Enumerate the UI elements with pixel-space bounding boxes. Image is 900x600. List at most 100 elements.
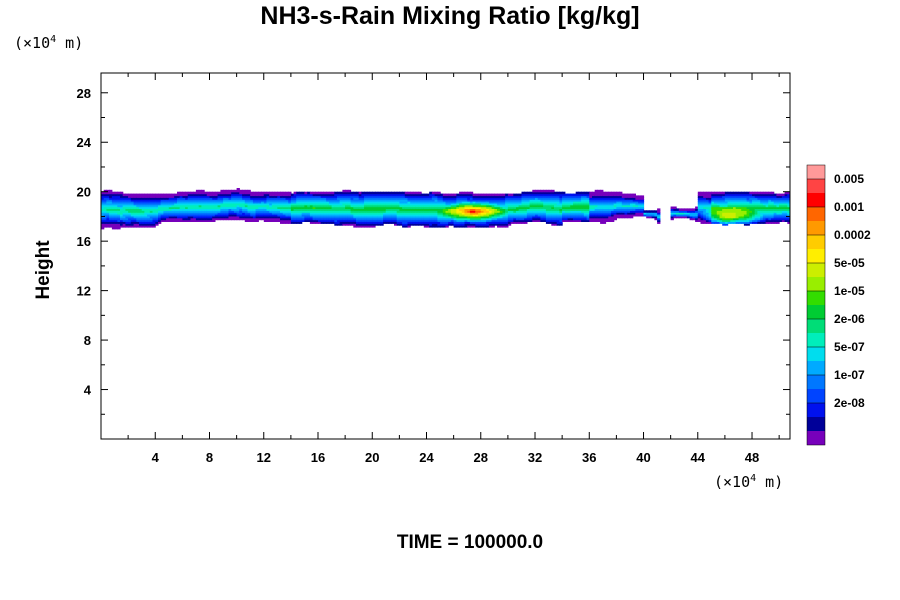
field-cell bbox=[133, 215, 137, 219]
field-cell bbox=[502, 219, 506, 222]
field-cell bbox=[537, 191, 541, 195]
field-cell bbox=[193, 214, 197, 217]
field-cell bbox=[233, 193, 238, 197]
field-cell bbox=[559, 219, 563, 222]
field-cell bbox=[445, 223, 449, 226]
field-cell bbox=[101, 195, 105, 198]
field-cell bbox=[773, 208, 777, 211]
field-cell bbox=[201, 210, 205, 213]
field-cell bbox=[394, 202, 398, 206]
field-cell bbox=[429, 197, 433, 200]
field-cell bbox=[589, 193, 593, 197]
field-cell bbox=[697, 215, 702, 219]
field-cell bbox=[214, 208, 219, 211]
field-cell bbox=[269, 215, 273, 219]
field-cell bbox=[171, 217, 175, 221]
field-cell bbox=[502, 193, 506, 197]
field-cell bbox=[711, 193, 715, 197]
field-cell bbox=[608, 215, 612, 219]
field-cell bbox=[244, 195, 249, 198]
field-cell bbox=[399, 202, 403, 206]
field-cell bbox=[312, 197, 316, 200]
field-cell bbox=[475, 193, 479, 197]
field-cell bbox=[347, 212, 352, 215]
field-cell bbox=[589, 199, 593, 202]
field-cell bbox=[377, 191, 381, 195]
field-cell bbox=[179, 214, 183, 217]
field-cell bbox=[201, 191, 205, 195]
field-cell bbox=[573, 197, 577, 200]
field-cell bbox=[703, 221, 707, 224]
field-cell bbox=[402, 225, 406, 228]
field-cell bbox=[309, 193, 314, 197]
field-cell bbox=[586, 195, 590, 198]
field-cell bbox=[366, 191, 371, 195]
field-cell bbox=[535, 210, 539, 213]
field-cell bbox=[225, 202, 230, 206]
field-cell bbox=[399, 206, 403, 209]
field-cell bbox=[787, 217, 790, 221]
field-cell bbox=[361, 221, 365, 224]
field-cell bbox=[681, 210, 685, 213]
field-cell bbox=[480, 202, 485, 206]
field-cell bbox=[133, 193, 137, 197]
field-cell bbox=[762, 214, 767, 217]
field-cell bbox=[415, 206, 419, 209]
field-cell bbox=[423, 219, 428, 222]
field-cell bbox=[242, 214, 246, 217]
field-cell bbox=[518, 217, 522, 221]
field-cell bbox=[225, 201, 230, 204]
field-cell bbox=[478, 208, 482, 211]
field-cell bbox=[554, 201, 558, 204]
field-cell bbox=[364, 202, 368, 206]
field-cell bbox=[554, 212, 558, 215]
field-cell bbox=[109, 210, 113, 213]
field-cell bbox=[516, 210, 520, 213]
field-cell bbox=[602, 191, 607, 195]
field-cell bbox=[407, 217, 411, 221]
field-cell bbox=[733, 212, 737, 215]
field-cell bbox=[106, 212, 110, 215]
field-cell bbox=[412, 221, 417, 224]
field-cell bbox=[263, 191, 268, 195]
field-cell bbox=[524, 191, 528, 195]
field-cell bbox=[752, 197, 756, 200]
field-cell bbox=[209, 214, 213, 217]
field-cell bbox=[773, 197, 777, 200]
field-cell bbox=[190, 202, 194, 206]
field-cell bbox=[342, 221, 346, 224]
field-cell bbox=[724, 195, 729, 198]
y-tick-label: 12 bbox=[77, 284, 91, 299]
field-cell bbox=[114, 197, 118, 200]
field-cell bbox=[139, 206, 143, 209]
field-cell bbox=[510, 215, 514, 219]
field-cell bbox=[239, 212, 243, 215]
field-cell bbox=[209, 195, 213, 198]
field-cell bbox=[147, 215, 151, 219]
field-cell bbox=[255, 204, 259, 208]
field-cell bbox=[331, 210, 335, 213]
field-cell bbox=[752, 219, 756, 222]
field-cell bbox=[583, 197, 588, 200]
field-cell bbox=[738, 206, 742, 209]
field-cell bbox=[337, 212, 341, 215]
field-cell bbox=[703, 202, 707, 206]
field-cell bbox=[120, 199, 124, 202]
field-cell bbox=[760, 204, 764, 208]
field-cell bbox=[771, 215, 775, 219]
field-cell bbox=[735, 206, 739, 209]
field-cell bbox=[120, 201, 124, 204]
field-cell bbox=[497, 214, 501, 217]
field-cell bbox=[445, 214, 449, 217]
field-cell bbox=[711, 201, 715, 204]
field-cell bbox=[733, 210, 737, 213]
field-cell bbox=[738, 217, 742, 221]
field-cell bbox=[773, 210, 777, 213]
field-cell bbox=[117, 202, 121, 206]
field-cell bbox=[122, 219, 126, 222]
field-cell bbox=[141, 197, 145, 200]
field-cell bbox=[545, 197, 550, 200]
field-cell bbox=[404, 212, 409, 215]
field-cell bbox=[586, 191, 590, 195]
field-cell bbox=[602, 201, 607, 204]
